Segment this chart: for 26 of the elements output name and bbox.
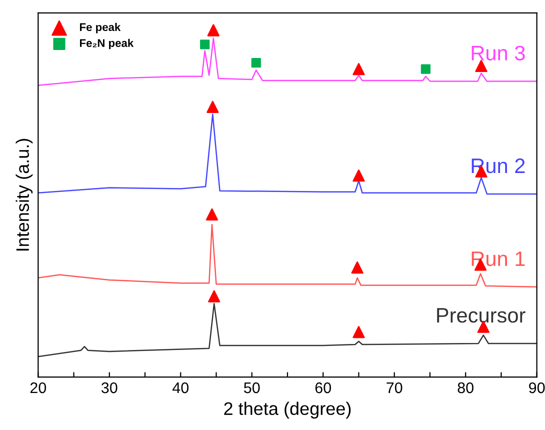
x-tick-label: 90 [529, 382, 545, 394]
point [352, 63, 365, 76]
x-tick-label: 60 [315, 382, 332, 394]
series-label: Run 3 [472, 46, 525, 60]
point [475, 60, 488, 72]
point [200, 40, 210, 50]
x-tick-label: 50 [244, 382, 260, 394]
point [351, 261, 364, 274]
x-tick-label: 70 [386, 382, 402, 394]
x-tick-label: 80 [458, 382, 474, 394]
point [207, 24, 220, 36]
point [352, 170, 365, 182]
point [206, 100, 219, 113]
point [420, 64, 430, 74]
point [206, 208, 218, 221]
legend-label: Fe peak [80, 22, 121, 34]
point [352, 326, 365, 338]
x-tick-label: 40 [172, 382, 189, 394]
series-label: Precursor [437, 308, 526, 323]
legend-label: Fe₂N peak [80, 38, 134, 50]
point [208, 290, 220, 302]
x-tick-label: 20 [30, 382, 46, 394]
y-axis-title: Intensity (a.u.) [16, 138, 33, 251]
x-tick-label: 30 [101, 382, 118, 394]
x-axis-title: 2 theta (degree) [224, 402, 351, 419]
point [251, 58, 261, 68]
